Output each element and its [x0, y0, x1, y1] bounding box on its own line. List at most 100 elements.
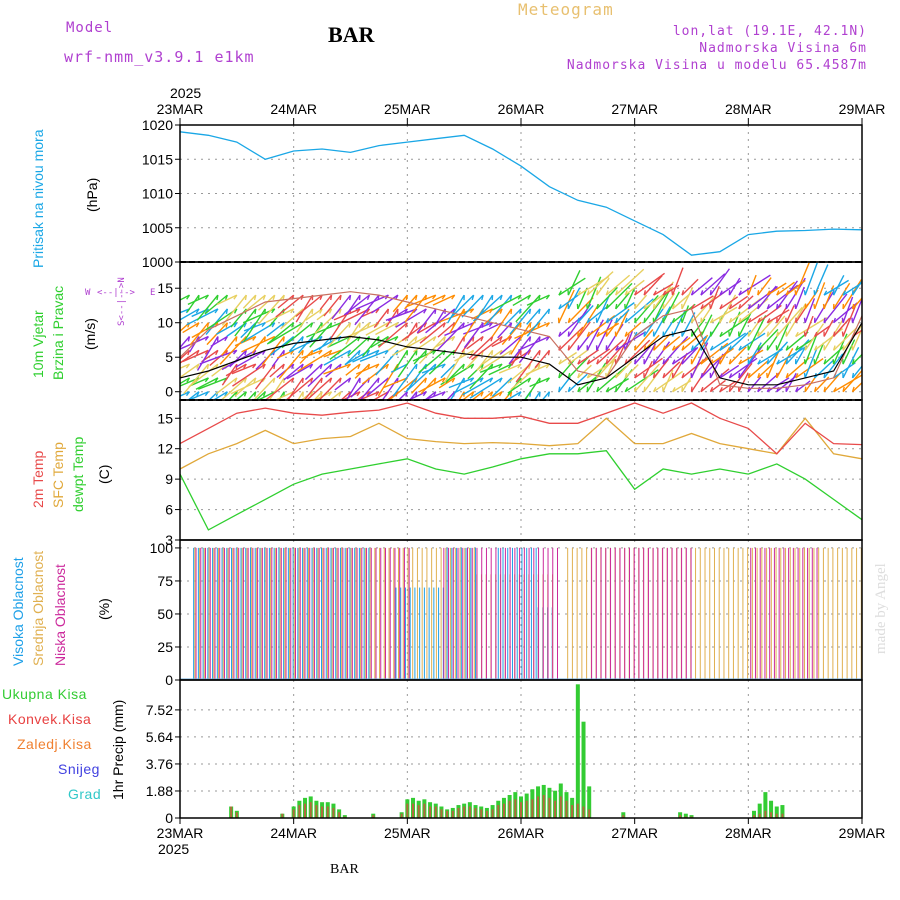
wind-arrow-head [424, 377, 427, 383]
wind-arrow [634, 294, 648, 310]
wind-arrow-head [577, 345, 580, 351]
wind-arrow-head [366, 349, 371, 355]
wind-arrow [785, 279, 806, 296]
wind-arrow-head [766, 345, 769, 351]
wind-arrow [266, 322, 285, 337]
wind-arrow [567, 297, 594, 324]
wind-arrow-head [795, 331, 799, 337]
wind-arrow [766, 341, 789, 365]
wind-arrow-head [347, 349, 352, 355]
wind-arrow-head [424, 350, 427, 356]
wind-arrow-head [357, 350, 361, 356]
wind-arrow-head [414, 336, 418, 342]
wind-arrow [842, 369, 862, 393]
wind-arrow-head [605, 387, 610, 393]
conv-precip-bar [406, 803, 409, 818]
y-tick-label: 6 [165, 502, 173, 518]
wind-arrow [180, 363, 200, 379]
wind-arrow [804, 348, 818, 379]
wind-arrow-head [757, 303, 760, 310]
conv-precip-bar [372, 815, 375, 818]
wind-arrow [804, 298, 816, 323]
wind-arrow-head [567, 345, 570, 351]
wind-arrow [823, 319, 834, 337]
conv-precip-bar [292, 809, 295, 818]
wind-arrow [700, 342, 729, 365]
wind-arrow [766, 309, 790, 324]
wind-arrow [541, 391, 550, 400]
wind-arrow [653, 358, 670, 379]
wind-arrow [672, 347, 697, 365]
wind-arrow-head [489, 391, 494, 397]
wind-arrow-head [480, 391, 484, 397]
wind-arrow [397, 391, 408, 400]
wind-arrow-head [243, 363, 247, 369]
wind-arrow-head [841, 317, 844, 323]
conv-precip-bar [622, 815, 625, 818]
conv-precip-bar [485, 810, 488, 818]
wind-arrow [529, 377, 550, 388]
wind-arrow-head [538, 350, 541, 356]
wind-arrow [323, 294, 342, 317]
wind-arrow-head [545, 377, 550, 383]
conv-precip-bar [554, 800, 557, 818]
precip-bar [763, 792, 768, 818]
wind-arrow-head [567, 317, 571, 323]
wind-arrow-head [652, 345, 656, 351]
wind-arrow [691, 335, 707, 351]
wind-arrow [776, 348, 794, 379]
wind-arrow-head [499, 294, 503, 301]
precip-bar [769, 800, 774, 818]
wind-arrow-head [195, 322, 200, 328]
wind-arrow-head [747, 331, 750, 337]
wind-arrow [444, 322, 474, 337]
wind-arrow [526, 308, 541, 325]
wind-arrow-head [596, 331, 600, 337]
wind-arrow-head [738, 345, 742, 351]
wind-arrow-head [671, 345, 676, 351]
wind-arrow-head [851, 303, 855, 310]
wind-arrow-head [851, 386, 855, 392]
wind-arrow-head [558, 372, 561, 379]
wind-arrow [242, 294, 257, 309]
wind-arrow [498, 363, 522, 374]
wind-arrow [766, 284, 799, 310]
wind-arrow-head [709, 303, 712, 310]
wind-arrow [526, 294, 550, 306]
altitude: Nadmorska Visina 6m [699, 41, 867, 56]
wind-arrow [671, 267, 684, 296]
wind-arrow-head [671, 303, 675, 310]
wind-arrow-head [358, 295, 361, 301]
wind-arrow [205, 308, 238, 331]
wind-dir-east: E [150, 288, 156, 298]
wind-arrow-head [813, 345, 818, 351]
conv-precip-bar [571, 805, 574, 818]
wind-arrow-head [823, 317, 826, 323]
precip-bar [581, 721, 586, 818]
wind-arrow-head [794, 290, 797, 296]
wind-arrow [672, 337, 691, 351]
conv-precip-bar [565, 800, 568, 818]
wind-arrow [296, 308, 314, 333]
wind-arrow [842, 296, 854, 323]
wind-arrow [187, 391, 200, 400]
wind-arrow-head [185, 391, 191, 397]
wind-arrow [440, 363, 456, 379]
wind-arrow-head [634, 373, 638, 379]
wind-arrow [833, 362, 856, 379]
wind-arrow-head [434, 308, 437, 314]
wind-arrow [180, 295, 181, 296]
wind-arrow-head [432, 349, 437, 355]
wind-arrow [852, 381, 862, 393]
wind-arrow [510, 349, 522, 366]
wind-arrow [738, 274, 771, 296]
wind-arrow [624, 339, 651, 365]
wind-arrow [643, 343, 657, 365]
wind-arrow-head [367, 322, 371, 328]
wind-arrow-head [624, 331, 628, 337]
wind-arrow-head [518, 308, 522, 314]
wind-arrow-head [470, 349, 475, 355]
pressure-line [179, 131, 863, 256]
wind-arrow [275, 294, 304, 318]
wind-arrow [257, 391, 276, 400]
